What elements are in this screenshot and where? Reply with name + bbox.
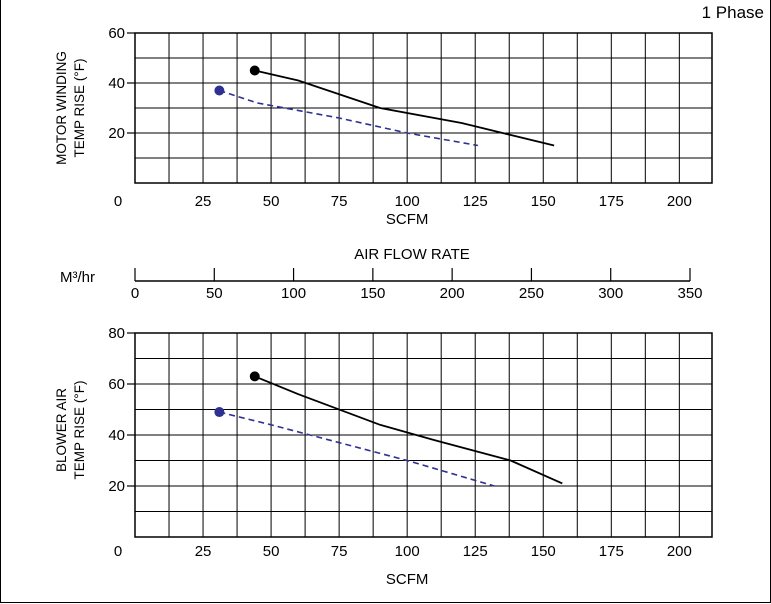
airflow-scale-unit: M³/hr [60, 269, 95, 286]
x-tick-label: 125 [463, 193, 488, 210]
series-start-point [249, 371, 260, 382]
phase-label: 1 Phase [702, 3, 764, 22]
y-tick-label: 20 [108, 125, 125, 142]
airflow-scale-title: AIR FLOW RATE [354, 246, 470, 263]
x-tick-label: 200 [667, 543, 692, 560]
x-axis-label: SCFM [386, 571, 429, 588]
y-tick-label: 20 [108, 478, 125, 495]
x-tick-label: 75 [331, 543, 348, 560]
y-axis-label: MOTOR WINDING [54, 51, 69, 165]
scale-tick-label: 200 [440, 285, 465, 302]
y-tick-label: 60 [108, 25, 125, 42]
series-start-point [214, 407, 225, 418]
airflow-rate-scale: AIR FLOW RATE M³/hr 0 50 100 150 200 250 300 35… [60, 246, 703, 302]
scale-tick-label: 100 [281, 285, 306, 302]
x-axis-label: SCFM [386, 211, 429, 228]
scale-tick-label: 250 [519, 285, 544, 302]
series-line [254, 375, 563, 485]
x-tick-label: 200 [667, 193, 692, 210]
x-tick-label: 100 [395, 543, 420, 560]
x-tick-label: 50 [263, 193, 280, 210]
y-axis-label: TEMP RISE (°F) [72, 59, 87, 158]
x-tick-label: 150 [531, 193, 556, 210]
x-tick-label: 50 [263, 543, 280, 560]
series-line [254, 69, 555, 147]
y-tick-label: 0 [114, 543, 122, 560]
y-tick-label: 80 [108, 325, 125, 342]
motor-winding-chart: 20 40 60 0 25 50 75 100 125 150 175 200 SCFM MOTOR WI… [54, 25, 713, 228]
y-tick-label: 40 [108, 427, 125, 444]
series-start-point [214, 85, 225, 96]
y-tick-label: 0 [114, 193, 122, 210]
y-axis-label: BLOWER AIR [54, 388, 69, 472]
x-tick-label: 25 [195, 193, 212, 210]
scale-tick-label: 0 [131, 285, 139, 302]
x-tick-label: 75 [331, 193, 348, 210]
y-tick-label: 60 [108, 376, 125, 393]
x-tick-label: 100 [395, 193, 420, 210]
x-tick-label: 125 [463, 543, 488, 560]
series-line [219, 411, 495, 487]
y-axis-label: TEMP RISE (°F) [72, 381, 87, 480]
series-line [219, 89, 479, 147]
x-tick-label: 150 [531, 543, 556, 560]
grid [135, 333, 712, 537]
scale-tick-label: 300 [598, 285, 623, 302]
scale-tick-label: 150 [360, 285, 385, 302]
y-tick-label: 40 [108, 75, 125, 92]
x-tick-label: 175 [599, 193, 624, 210]
scale-tick-label: 50 [206, 285, 223, 302]
x-tick-label: 175 [599, 543, 624, 560]
blower-air-chart: 20 40 60 80 0 25 50 75 100 125 150 175 200 SCFM BLOWER… [54, 325, 713, 588]
x-tick-label: 25 [195, 543, 212, 560]
series-start-point [249, 65, 260, 76]
grid [135, 33, 712, 183]
plot-border [134, 32, 713, 184]
scale-tick-label: 350 [677, 285, 702, 302]
